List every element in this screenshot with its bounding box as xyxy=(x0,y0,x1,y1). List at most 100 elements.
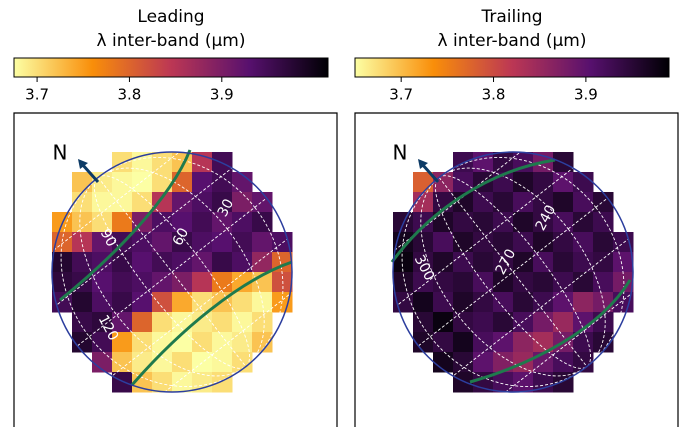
pixel xyxy=(92,332,113,353)
pixel xyxy=(232,352,253,373)
pixel xyxy=(533,352,554,373)
pixel xyxy=(172,252,193,273)
pixel xyxy=(192,352,213,373)
pixel xyxy=(152,332,173,353)
pixel xyxy=(553,252,574,273)
longitude-label: 90 xyxy=(97,226,119,249)
pixel xyxy=(453,212,474,233)
pixel xyxy=(513,212,534,233)
pixel xyxy=(513,312,534,333)
pixel xyxy=(72,212,93,233)
pixel xyxy=(493,252,514,273)
pixel xyxy=(252,232,273,253)
pixel xyxy=(232,252,253,273)
pixel xyxy=(92,292,113,313)
pixel xyxy=(172,192,193,213)
pixel xyxy=(473,252,494,273)
pixel xyxy=(493,372,514,393)
terminator-curve xyxy=(390,158,556,263)
pixel xyxy=(553,312,574,333)
pixel xyxy=(613,272,634,293)
pixel xyxy=(112,252,133,273)
pixel xyxy=(232,212,253,233)
pixel xyxy=(433,272,454,293)
colorbar-tick-label: 3.8 xyxy=(118,86,142,104)
pixel xyxy=(152,352,173,373)
pixel xyxy=(433,292,454,313)
pixel xyxy=(192,172,213,193)
pixel xyxy=(52,292,73,313)
pixel xyxy=(453,352,474,373)
pixel xyxy=(112,372,133,393)
pixel xyxy=(473,292,494,313)
pixel xyxy=(152,172,173,193)
pixel xyxy=(513,272,534,293)
north-arrowhead xyxy=(78,159,88,169)
limb xyxy=(392,151,634,393)
pixel xyxy=(573,292,594,313)
pixel xyxy=(553,172,574,193)
pixel xyxy=(613,252,634,273)
pixel xyxy=(433,332,454,353)
pixel xyxy=(573,332,594,353)
pixel xyxy=(112,192,133,213)
pixel xyxy=(453,372,474,393)
pixel xyxy=(573,212,594,233)
pixel xyxy=(152,372,173,393)
pixel xyxy=(112,352,133,373)
pixel xyxy=(172,372,193,393)
pixel xyxy=(433,252,454,273)
pixel xyxy=(112,212,133,233)
pixel xyxy=(593,312,614,333)
pixel xyxy=(152,312,173,333)
pixel xyxy=(553,372,574,393)
pixel xyxy=(72,292,93,313)
terminator-curve xyxy=(59,149,192,302)
pixel xyxy=(533,332,554,353)
colorbar-tick-label: 3.9 xyxy=(210,86,234,104)
pixel xyxy=(493,312,514,333)
pixel xyxy=(192,292,213,313)
pixel xyxy=(513,292,534,313)
pixel xyxy=(232,312,253,333)
pixel xyxy=(132,172,153,193)
pixel xyxy=(493,292,514,313)
pixel xyxy=(533,172,554,193)
colorbar-label: λ inter-band (μm) xyxy=(438,31,587,51)
colorbar xyxy=(354,57,670,78)
pixel xyxy=(453,332,474,353)
pixel xyxy=(513,252,534,273)
pixel xyxy=(593,232,614,253)
pixel xyxy=(252,192,273,213)
pixel xyxy=(72,312,93,333)
pixel xyxy=(172,272,193,293)
pixel xyxy=(132,352,153,373)
pixel xyxy=(533,232,554,253)
pixel xyxy=(513,332,534,353)
pixel xyxy=(232,292,253,313)
north-arrowhead xyxy=(418,159,428,169)
pixel xyxy=(493,352,514,373)
pixel xyxy=(212,272,233,293)
pixel xyxy=(152,252,173,273)
pixel xyxy=(152,292,173,313)
pixel xyxy=(553,232,574,253)
pixel xyxy=(152,272,173,293)
pixel xyxy=(212,232,233,253)
pixel xyxy=(152,192,173,213)
pixel xyxy=(473,352,494,373)
terminator-curve xyxy=(469,279,632,384)
pixel xyxy=(593,192,614,213)
pixel xyxy=(553,292,574,313)
pixel xyxy=(473,212,494,233)
pixel xyxy=(192,152,213,173)
pixel xyxy=(413,312,434,333)
pixel xyxy=(232,272,253,293)
pixel xyxy=(493,272,514,293)
pixel xyxy=(212,252,233,273)
pixel xyxy=(92,192,113,213)
pixel xyxy=(92,272,113,293)
pixel xyxy=(212,372,233,393)
pixel xyxy=(593,252,614,273)
